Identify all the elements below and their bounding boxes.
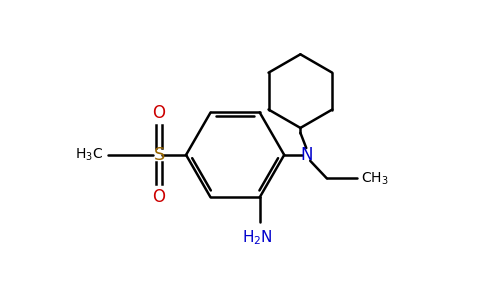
Text: O: O [152, 188, 166, 206]
Text: N: N [300, 146, 313, 164]
Text: H$_3$C: H$_3$C [75, 147, 103, 163]
Text: CH$_3$: CH$_3$ [361, 170, 389, 187]
Text: O: O [152, 104, 166, 122]
Text: S: S [153, 146, 165, 164]
Text: H$_2$N: H$_2$N [242, 228, 272, 247]
